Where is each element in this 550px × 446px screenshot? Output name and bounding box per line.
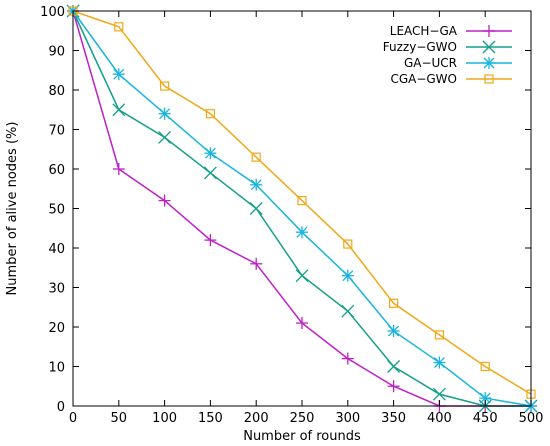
data-point-ga-ucr [341, 269, 354, 282]
data-point-leach-ga [250, 257, 263, 270]
data-point-fuzzy-gwo [432, 387, 446, 401]
x-tick-label: 50 [111, 411, 128, 426]
x-tick-label: 250 [290, 411, 315, 426]
data-point-ga-ucr [250, 178, 263, 191]
data-point-leach-ga [158, 194, 171, 207]
data-point-cga-gwo [205, 109, 215, 119]
legend-item-cga-gwo: CGA−GWO [390, 72, 512, 86]
legend-marker [483, 57, 495, 69]
series-leach-ga [67, 5, 537, 412]
legend-marker [482, 40, 496, 54]
data-point-cga-gwo [297, 196, 307, 206]
data-point-ga-ucr [158, 107, 171, 120]
ticks-layer: 0 50 100 150 200 250 300 350 400 450 500 0 10 20 30 40 5… [40, 5, 543, 426]
y-tick-label: 100 [40, 5, 65, 20]
y-tick-label: 40 [48, 242, 65, 257]
y-tick-label: 90 [48, 45, 65, 60]
y-tick-label: 30 [48, 282, 65, 297]
data-point-cga-gwo [114, 22, 124, 32]
data-point-fuzzy-gwo [295, 269, 309, 283]
series-line-ga-ucr [72, 10, 532, 407]
data-point-leach-ga [296, 317, 308, 330]
y-axis-title: Number of alive nodes (%) [5, 122, 20, 296]
x-tick-label: 200 [244, 411, 269, 426]
y-tick-label: 70 [48, 124, 65, 139]
data-point-cga-gwo [480, 361, 490, 372]
x-axis-title: Number of rounds [243, 429, 361, 444]
data-point-cga-gwo [434, 330, 444, 340]
series-layer [66, 4, 538, 413]
data-point-leach-ga [387, 380, 400, 393]
x-tick-label: 450 [473, 411, 498, 426]
data-point-ga-ucr [204, 147, 217, 160]
x-tick-label: 500 [519, 411, 544, 426]
series-cga-gwo [68, 6, 536, 399]
data-point-cga-gwo [251, 152, 261, 162]
data-point-fuzzy-gwo [203, 166, 217, 180]
data-point-cga-gwo [160, 81, 170, 91]
y-tick-label: 80 [48, 84, 65, 99]
legend-item-ga-ucr: GA−UCR [404, 56, 512, 70]
x-tick-label: 0 [69, 411, 77, 426]
legend-label: CGA−GWO [390, 72, 457, 86]
plot-frame [72, 10, 532, 407]
series-line-cga-gwo [72, 10, 532, 395]
data-point-leach-ga [204, 234, 217, 247]
data-point-cga-gwo [343, 239, 353, 249]
x-tick-label: 350 [381, 411, 406, 426]
x-tick-label: 400 [427, 411, 452, 426]
y-tick-label: 10 [48, 361, 65, 376]
data-point-ga-ucr [433, 356, 446, 369]
y-tick-label: 50 [48, 203, 65, 218]
series-line-leach-ga [72, 10, 531, 407]
legend-marker [483, 25, 495, 37]
data-point-fuzzy-gwo [112, 103, 126, 117]
legend: LEACH−GA Fuzzy−GWO GA−UCR CGA−GWO [383, 24, 512, 86]
x-tick-label: 300 [335, 411, 360, 426]
data-point-leach-ga [341, 352, 354, 365]
data-point-leach-ga [112, 163, 125, 175]
series-ga-ucr [67, 5, 537, 412]
data-point-cga-gwo [389, 298, 399, 308]
y-tick-label: 20 [48, 321, 65, 336]
data-point-fuzzy-gwo [249, 202, 263, 215]
y-tick-label: 0 [57, 400, 65, 415]
legend-label: GA−UCR [404, 56, 457, 70]
legend-label: LEACH−GA [390, 24, 458, 38]
series-line-fuzzy-gwo [72, 10, 531, 407]
legend-label: Fuzzy−GWO [383, 40, 457, 54]
y-tick-label: 60 [48, 163, 65, 178]
legend-marker [484, 74, 494, 84]
data-point-fuzzy-gwo [341, 304, 355, 318]
legend-item-leach-ga: LEACH−GA [390, 24, 512, 38]
series-fuzzy-gwo [66, 4, 538, 413]
x-tick-label: 150 [198, 411, 223, 426]
legend-item-fuzzy-gwo: Fuzzy−GWO [383, 40, 512, 54]
data-point-fuzzy-gwo [158, 130, 172, 144]
data-point-ga-ucr [296, 226, 308, 239]
data-point-ga-ucr [387, 324, 400, 337]
data-point-ga-ucr [112, 68, 125, 81]
data-point-fuzzy-gwo [387, 360, 401, 373]
x-tick-label: 100 [152, 411, 177, 426]
